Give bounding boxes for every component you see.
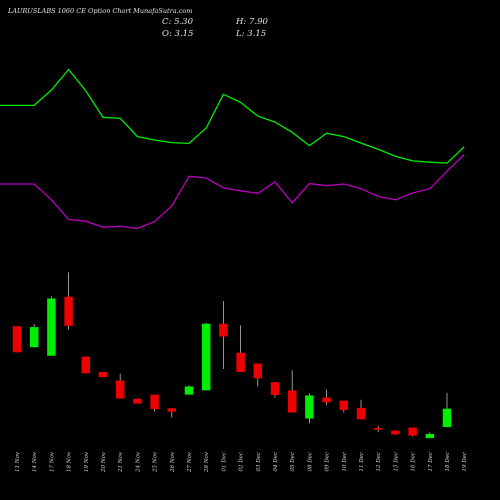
x-tick-label: 27 Nov — [187, 451, 193, 473]
candle — [442, 392, 452, 428]
upper-band-line — [0, 68, 465, 164]
x-tick-label: 17 Nov — [49, 451, 55, 472]
candle — [201, 322, 211, 391]
candle-body — [12, 326, 22, 353]
candle — [253, 363, 263, 387]
candle — [270, 382, 280, 398]
x-tick-label: 17 Dec — [428, 452, 434, 472]
close-value: C: 5.30 — [162, 17, 193, 27]
candle-body — [305, 395, 314, 419]
x-tick-label: 26 Nov — [170, 451, 176, 473]
candle-body — [442, 408, 452, 428]
candle — [184, 385, 194, 395]
x-tick-label: 19 Dec — [462, 452, 468, 472]
candle-body — [339, 400, 349, 410]
candle — [236, 325, 245, 372]
candle-body — [219, 323, 228, 337]
candle — [322, 389, 331, 405]
candle-body — [408, 427, 417, 436]
candle-body — [270, 382, 280, 396]
candle-body — [236, 352, 245, 372]
candle-body — [81, 356, 91, 374]
x-tick-label: 04 Dec — [273, 452, 279, 472]
candle-body — [29, 327, 39, 348]
x-tick-label: 14 Nov — [32, 451, 38, 472]
candle — [287, 370, 297, 413]
candle-body — [64, 296, 73, 326]
candle — [29, 324, 39, 348]
candle-body — [287, 390, 297, 413]
low-value: L: 3.15 — [236, 29, 267, 39]
candle — [356, 399, 366, 420]
x-tick-label: 25 Nov — [153, 451, 159, 473]
candle-body — [253, 363, 263, 379]
candle-body — [184, 386, 194, 395]
x-tick-label: 16 Dec — [411, 452, 417, 472]
candle — [391, 430, 400, 435]
candle-body — [373, 427, 383, 430]
x-tick-label: 09 Dec — [325, 452, 331, 472]
candle-body — [201, 323, 211, 391]
x-tick-label: 03 Dec — [256, 452, 262, 472]
x-tick-label: 01 Dec — [221, 452, 227, 472]
x-tick-label: 21 Nov — [118, 451, 124, 473]
chart-title: LAURUSLABS 1060 CE Option Chart MunafaSu… — [8, 7, 193, 15]
candle — [339, 400, 349, 413]
candle-body — [356, 407, 366, 420]
x-tick-label: 05 Dec — [290, 452, 296, 472]
x-tick-label: 19 Nov — [84, 451, 90, 472]
candle — [64, 272, 73, 330]
open-value: O: 3.15 — [162, 29, 194, 39]
candle — [12, 326, 22, 353]
candle-body — [322, 397, 331, 403]
candle-body — [133, 398, 142, 404]
x-tick-label: 18 Dec — [445, 452, 451, 472]
candle — [425, 432, 435, 439]
candle — [167, 408, 177, 418]
candle — [373, 425, 383, 433]
x-tick-label: 11 Dec — [359, 452, 365, 472]
candle — [219, 301, 228, 369]
x-axis-labels: 11 Nov 14 Nov 17 Nov 18 Nov 19 Nov 20 Nov 21 N… — [15, 451, 468, 473]
candle-body — [425, 433, 435, 439]
x-tick-label: 11 Nov — [15, 451, 21, 472]
x-tick-label: 18 Nov — [67, 451, 73, 472]
candles — [12, 272, 452, 439]
candle-body — [150, 394, 159, 410]
indicator-lines — [0, 68, 465, 230]
candle — [98, 371, 108, 378]
candle-body — [47, 298, 56, 356]
candle — [81, 356, 91, 374]
candle — [133, 398, 142, 404]
candle-body — [167, 408, 177, 412]
x-tick-label: 15 Dec — [393, 452, 399, 472]
candle-body — [391, 430, 400, 435]
candle — [150, 394, 159, 412]
high-value: H: 7.90 — [236, 17, 268, 27]
candle — [305, 393, 314, 424]
x-tick-label: 02 Dec — [239, 452, 245, 472]
candle — [115, 373, 125, 399]
candle-body — [98, 371, 108, 378]
candle-body — [115, 380, 125, 399]
candle — [408, 427, 417, 437]
candle — [47, 296, 56, 356]
lower-band-line — [0, 154, 465, 230]
x-tick-label: 08 Dec — [307, 452, 313, 472]
x-tick-label: 10 Dec — [342, 452, 348, 472]
x-tick-label: 28 Nov — [204, 451, 210, 473]
x-tick-label: 20 Nov — [101, 451, 107, 473]
x-tick-label: 12 Dec — [376, 452, 382, 472]
x-tick-label: 24 Nov — [135, 451, 141, 473]
